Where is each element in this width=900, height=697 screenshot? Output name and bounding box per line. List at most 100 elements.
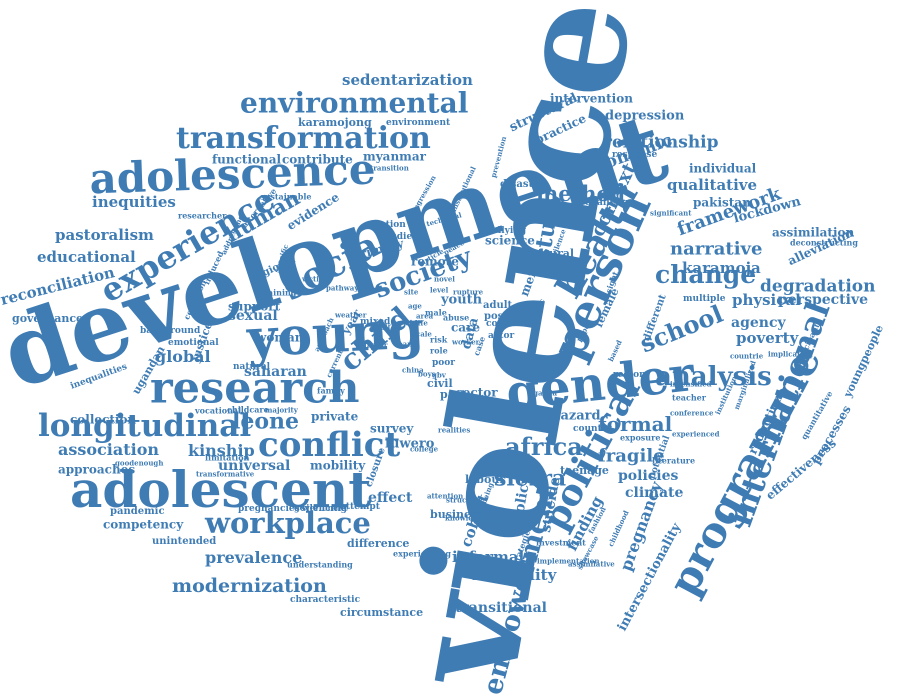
word-family: family [317, 385, 345, 396]
word-scale: scale [412, 329, 432, 339]
word-mobility: mobility [310, 458, 366, 473]
word-china: china [402, 365, 424, 375]
word-attention: attention [427, 491, 464, 501]
word-sierra: sierra [494, 465, 567, 492]
word-kinship: kinship [188, 441, 255, 461]
word-limitation: limitation [205, 452, 250, 463]
word-physical: physical [732, 291, 801, 309]
word-universal: universal [218, 457, 291, 474]
word-civil: civil [427, 377, 453, 391]
word-transition: transition [370, 163, 409, 173]
word-college: college [410, 444, 439, 454]
word-exposure: exposure [620, 432, 661, 443]
word-collection: collection [70, 412, 137, 427]
word-function: function [470, 516, 504, 526]
word-youth: youth [441, 292, 483, 308]
word-relation: relation [366, 219, 406, 230]
word-boys: boys [418, 369, 436, 379]
word-realities: realities [438, 425, 471, 435]
word-significant: significant [650, 208, 692, 218]
word-studies: studies [381, 231, 418, 242]
word-region: region [613, 369, 646, 380]
word-hazard: hazard [551, 408, 601, 424]
word-competency: competency [103, 517, 184, 532]
word-care: care [451, 320, 481, 335]
word-conflict: conflict [258, 424, 401, 465]
word-experienced: experienced [672, 429, 720, 439]
word-poverty: poverty [736, 329, 799, 347]
word-researcher: researcher [178, 210, 227, 221]
word-post: post [484, 311, 508, 322]
word-functional: functional [212, 152, 282, 167]
word-more: more [536, 356, 560, 367]
word-assimilative: assimilative [568, 559, 615, 569]
word-karamojong: karamojong [298, 116, 372, 130]
word-rupture: rupture [453, 287, 484, 297]
word-sedentarization: sedentarization [342, 71, 473, 89]
word-victims: victims [302, 274, 331, 284]
word-background: background [140, 325, 201, 336]
word-science: science [485, 233, 535, 248]
word-girl: girl [380, 321, 394, 331]
word-qualitative: qualitative [667, 176, 758, 194]
word-agency: agency [731, 314, 786, 331]
word-depression: depression [605, 108, 685, 124]
word-survey: survey [370, 421, 414, 436]
word-challenge: challenge [585, 197, 634, 208]
word-myanmar: myanmar [363, 149, 426, 164]
word-transformative: transformative [196, 469, 255, 479]
word-response: response [612, 149, 658, 160]
word-mixed: mixed [360, 316, 391, 327]
word-inequities: inequities [92, 193, 176, 211]
word-teacher: teacher [672, 392, 706, 403]
word-youngpeople: youngpeople [841, 322, 886, 400]
word-research: research [150, 363, 360, 414]
word-structure: structure [446, 495, 483, 505]
word-association: association [58, 440, 160, 460]
word-pakistan: pakistan [693, 195, 751, 210]
word-transitional: transitional [455, 599, 547, 616]
word-implication: implication [768, 349, 813, 359]
word-form: form [529, 366, 559, 380]
word-climate: climate [625, 484, 684, 501]
word-teenage: teenage [560, 464, 609, 478]
word-past: past [440, 388, 467, 402]
word-pastoralism: pastoralism [55, 226, 154, 244]
word-woman: woman [256, 330, 304, 345]
word-gbv: gbv [432, 370, 446, 380]
word-sustainable: sustainable [260, 191, 312, 202]
word-narrative: narrative [670, 238, 763, 260]
word-novel: novel [434, 274, 455, 284]
word-saharan: saharan [244, 363, 307, 380]
word-karamoja: karamoja [682, 259, 761, 277]
word-longitudinal: longitudinal [38, 408, 252, 445]
word-pathway: pathway [326, 283, 359, 293]
word-inequality: inequality [472, 566, 557, 584]
word-perspective: perspective [778, 291, 869, 308]
word-team: team [395, 339, 415, 349]
word-district: district [485, 408, 514, 418]
word-experiencing: experiencing [393, 548, 452, 559]
word-unintended: unintended [152, 536, 217, 547]
word-method: method [536, 181, 626, 207]
word-worker: worker [452, 337, 480, 347]
word-adult: adult [483, 300, 513, 311]
word-area: area [416, 311, 434, 321]
word-intervention: intervention [550, 91, 633, 106]
word-change: change [655, 260, 757, 289]
word-risk: risk [430, 334, 448, 345]
word-environmental: environmental [240, 86, 469, 120]
word-individual: individual [689, 161, 757, 176]
word-reality: reality [517, 404, 543, 414]
word-multiple: multiple [683, 293, 726, 304]
word-attempt: attempt [340, 501, 380, 512]
word-natural: natural [233, 361, 271, 372]
word-cultural: cultural [525, 247, 575, 261]
word-workplace: workplace [205, 505, 371, 540]
word-uganda: uganda [528, 388, 558, 398]
word-fragile: fragile [598, 445, 665, 467]
word-intensified: intensified [670, 379, 712, 389]
word-relationship: relationship [603, 132, 719, 153]
word-assimilation: assimilation [772, 225, 855, 240]
word-transformation: transformation [176, 121, 431, 156]
